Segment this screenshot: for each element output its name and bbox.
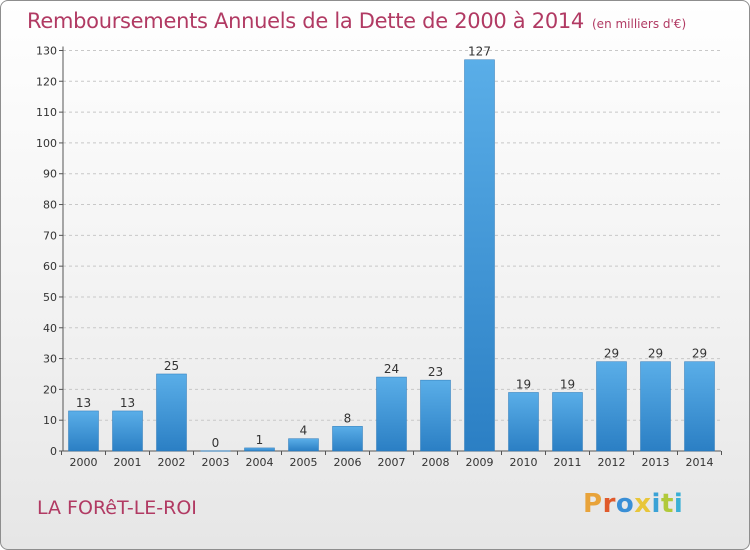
data-label: 29 bbox=[692, 347, 707, 361]
logo-letter: x bbox=[634, 489, 652, 519]
bar bbox=[288, 438, 319, 452]
chart-title-text: Remboursements Annuels de la Dette de 20… bbox=[27, 9, 584, 33]
logo-letter: r bbox=[602, 489, 616, 519]
y-tick-label: 40 bbox=[43, 322, 57, 335]
x-tick-label: 2011 bbox=[554, 456, 582, 469]
data-label: 13 bbox=[76, 396, 91, 410]
x-tick-label: 2001 bbox=[114, 456, 142, 469]
logo-letter: i bbox=[651, 489, 661, 519]
bar bbox=[156, 373, 187, 452]
y-tick-label: 10 bbox=[43, 414, 57, 427]
x-tick-label: 2000 bbox=[70, 456, 98, 469]
place-name: LA FORêT-LE-ROI bbox=[37, 497, 197, 519]
x-tick-label: 2012 bbox=[598, 456, 626, 469]
bar bbox=[640, 361, 671, 452]
x-tick-label: 2010 bbox=[510, 456, 538, 469]
data-label: 127 bbox=[468, 45, 491, 59]
data-label: 13 bbox=[120, 396, 135, 410]
bar bbox=[376, 376, 407, 452]
x-tick-label: 2008 bbox=[422, 456, 450, 469]
x-tick-label: 2013 bbox=[642, 456, 670, 469]
x-tick-label: 2003 bbox=[202, 456, 230, 469]
x-tick-label: 2014 bbox=[686, 456, 714, 469]
proxiti-logo: Proxiti bbox=[583, 489, 683, 519]
y-tick-label: 80 bbox=[43, 199, 57, 212]
bar bbox=[332, 426, 363, 452]
x-tick-label: 2004 bbox=[246, 456, 274, 469]
data-label: 24 bbox=[384, 362, 399, 376]
logo-letter: o bbox=[615, 489, 635, 519]
chart-title: Remboursements Annuels de la Dette de 20… bbox=[27, 9, 686, 33]
bar bbox=[684, 361, 715, 452]
x-tick-label: 2007 bbox=[378, 456, 406, 469]
data-label: 1 bbox=[256, 433, 264, 447]
y-tick-label: 30 bbox=[43, 353, 57, 366]
bar bbox=[68, 410, 99, 452]
x-tick-label: 2002 bbox=[158, 456, 186, 469]
y-tick-label: 100 bbox=[36, 137, 57, 150]
bar bbox=[552, 392, 583, 452]
bar bbox=[508, 392, 539, 452]
data-label: 19 bbox=[516, 377, 531, 391]
y-tick-label: 0 bbox=[50, 445, 57, 458]
data-label: 25 bbox=[164, 359, 179, 373]
y-tick-label: 110 bbox=[36, 106, 57, 119]
y-tick-label: 20 bbox=[43, 383, 57, 396]
bar bbox=[420, 379, 451, 452]
data-label: 19 bbox=[560, 377, 575, 391]
bar bbox=[464, 59, 495, 452]
y-tick-label: 90 bbox=[43, 168, 57, 181]
logo-letter: P bbox=[583, 489, 603, 519]
x-tick-label: 2005 bbox=[290, 456, 318, 469]
bar bbox=[112, 410, 143, 452]
x-tick-label: 2009 bbox=[466, 456, 494, 469]
logo-letter: i bbox=[673, 489, 684, 519]
data-label: 4 bbox=[300, 424, 308, 438]
data-label: 8 bbox=[344, 411, 352, 425]
y-tick-label: 70 bbox=[43, 229, 57, 242]
bar bbox=[244, 447, 275, 452]
bar bbox=[596, 361, 627, 452]
y-tick-label: 130 bbox=[36, 45, 57, 58]
x-tick-label: 2006 bbox=[334, 456, 362, 469]
y-tick-label: 50 bbox=[43, 291, 57, 304]
data-label: 29 bbox=[604, 347, 619, 361]
data-label: 29 bbox=[648, 347, 663, 361]
y-tick-label: 120 bbox=[36, 75, 57, 88]
data-label: 0 bbox=[212, 436, 220, 450]
logo-letter: t bbox=[660, 489, 674, 519]
data-label: 23 bbox=[428, 365, 443, 379]
y-tick-label: 60 bbox=[43, 260, 57, 273]
chart-subtitle: (en milliers d'€) bbox=[592, 17, 687, 31]
